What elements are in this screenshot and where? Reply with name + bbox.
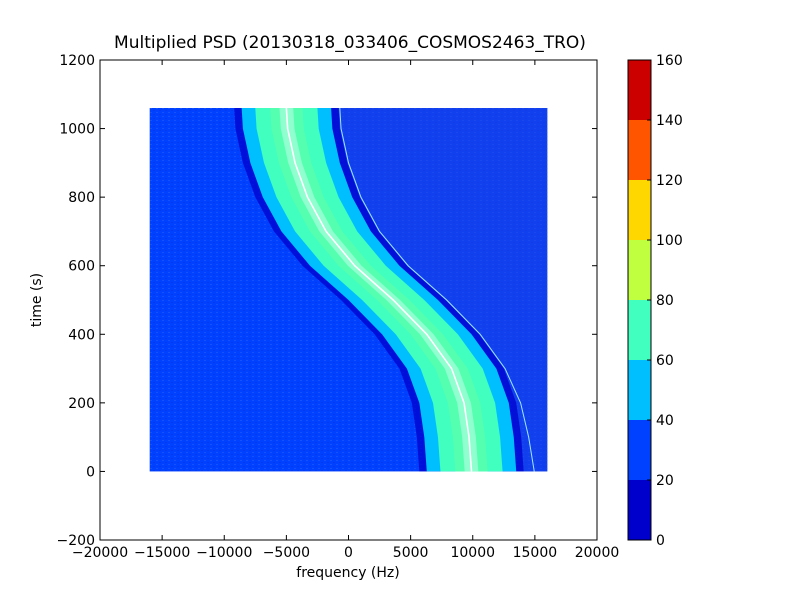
y-tick-label: −200 bbox=[57, 533, 95, 549]
colorbar-tick-label: 0 bbox=[656, 533, 665, 549]
band-companion-trace bbox=[339, 107, 535, 472]
y-tick-label: 0 bbox=[86, 464, 95, 480]
y-tick-label: 600 bbox=[68, 259, 95, 275]
x-tick-label: 20000 bbox=[575, 545, 620, 561]
colorbar-tick-label: 100 bbox=[656, 233, 683, 249]
y-tick-label: 1200 bbox=[59, 53, 95, 69]
colorbar-tick-label: 40 bbox=[656, 413, 674, 429]
colorbar-segment bbox=[628, 60, 651, 120]
chart-title: Multiplied PSD (20130318_033406_COSMOS24… bbox=[114, 33, 586, 53]
band-centerline bbox=[285, 107, 473, 472]
x-axis: −20000 −15000 −10000 −5000 0 5000 10000 15000 20… bbox=[72, 60, 619, 561]
colorbar: 0 20 40 60 80 100 120 140 160 bbox=[627, 53, 683, 549]
y-axis-label: time (s) bbox=[29, 273, 45, 327]
y-axis: −200 0 200 400 600 800 1000 1200 bbox=[57, 53, 597, 549]
x-tick-label: −20000 bbox=[72, 545, 128, 561]
y-tick-label: 400 bbox=[68, 327, 95, 343]
colorbar-tick-label: 160 bbox=[656, 53, 683, 69]
colorbar-segment bbox=[628, 360, 651, 420]
colorbar-tick-label: 140 bbox=[656, 113, 683, 129]
colorbar-tick-label: 60 bbox=[656, 353, 674, 369]
x-tick-label: 10000 bbox=[450, 545, 495, 561]
colorbar-tick-label: 80 bbox=[656, 293, 674, 309]
plot-area bbox=[99, 59, 598, 541]
y-tick-label: 200 bbox=[68, 396, 95, 412]
x-axis-label: frequency (Hz) bbox=[296, 565, 399, 581]
x-tick-label: −5000 bbox=[263, 545, 310, 561]
colorbar-segment bbox=[628, 240, 651, 300]
signal-band bbox=[234, 107, 535, 472]
heatmap-dark-region bbox=[333, 108, 548, 472]
colorbar-segment bbox=[628, 120, 651, 180]
x-tick-label: 0 bbox=[344, 545, 353, 561]
x-tick-label: 5000 bbox=[393, 545, 429, 561]
colorbar-segment bbox=[628, 300, 651, 360]
colorbar-segment bbox=[628, 480, 651, 540]
y-tick-label: 1000 bbox=[59, 122, 95, 138]
x-tick-label: −15000 bbox=[134, 545, 190, 561]
colorbar-tick-label: 120 bbox=[656, 173, 683, 189]
colorbar-segment bbox=[628, 420, 651, 480]
colorbar-segment bbox=[628, 180, 651, 240]
x-tick-label: 15000 bbox=[513, 545, 558, 561]
colorbar-tick-label: 20 bbox=[656, 473, 674, 489]
y-tick-label: 800 bbox=[68, 190, 95, 206]
band-layer bbox=[279, 108, 479, 472]
x-tick-label: −10000 bbox=[196, 545, 252, 561]
